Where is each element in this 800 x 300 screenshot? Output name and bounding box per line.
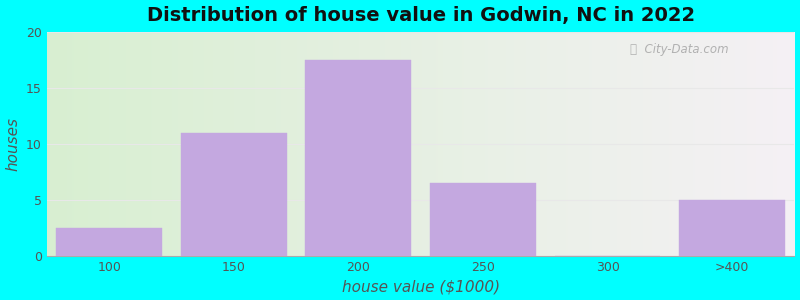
Y-axis label: houses: houses [6, 117, 21, 171]
Bar [430, 183, 536, 256]
Bar [181, 133, 286, 256]
Bar [679, 200, 785, 256]
Bar [56, 228, 162, 256]
Text: ⓘ  City-Data.com: ⓘ City-Data.com [630, 43, 729, 56]
Title: Distribution of house value in Godwin, NC in 2022: Distribution of house value in Godwin, N… [146, 6, 694, 25]
X-axis label: house value ($1000): house value ($1000) [342, 279, 500, 294]
Bar [306, 60, 411, 256]
